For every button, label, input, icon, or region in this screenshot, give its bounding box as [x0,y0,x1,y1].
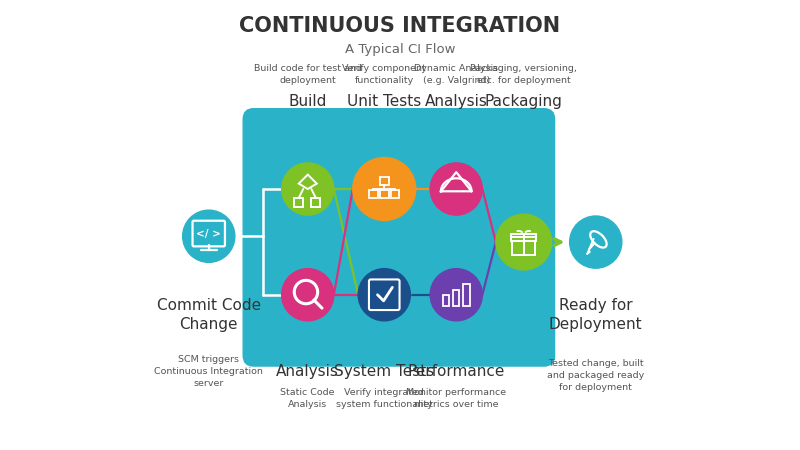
Text: A Typical CI Flow: A Typical CI Flow [345,43,455,56]
Bar [380,177,389,185]
Text: Build: Build [289,94,327,109]
Text: Static Code
Analysis: Static Code Analysis [281,388,335,409]
Text: Verify integrated
system functionality: Verify integrated system functionality [336,388,433,409]
Bar [311,198,320,207]
Circle shape [358,269,410,321]
Text: Monitor performance
metrics over time: Monitor performance metrics over time [406,388,506,409]
Text: Analysis: Analysis [425,94,488,109]
Bar [512,241,535,256]
Text: Ready for
Deployment: Ready for Deployment [549,298,642,332]
Text: Analysis: Analysis [276,364,339,379]
Text: Performance: Performance [407,364,505,379]
Text: Unit Tests: Unit Tests [347,94,422,109]
Text: Build code for test and
deployment: Build code for test and deployment [254,64,362,85]
Circle shape [496,214,552,270]
Circle shape [182,210,235,262]
Text: Tested change, built
and packaged ready
for deployment: Tested change, built and packaged ready … [547,360,644,392]
Bar [453,290,459,306]
Text: Commit Code
Change: Commit Code Change [157,298,261,332]
Circle shape [430,163,482,215]
Text: SCM triggers
Continuous Integration
server: SCM triggers Continuous Integration serv… [154,355,263,387]
Bar [511,234,536,241]
Circle shape [282,269,334,321]
Bar [463,284,470,306]
Text: System Tests: System Tests [334,364,434,379]
Text: Packaging, versioning,
etc. for deployment: Packaging, versioning, etc. for deployme… [470,64,577,85]
Text: Verify component
functionality: Verify component functionality [342,64,426,85]
FancyBboxPatch shape [242,108,555,367]
Text: Packaging: Packaging [485,94,562,109]
Text: CONTINUOUS INTEGRATION: CONTINUOUS INTEGRATION [239,16,561,36]
Bar [369,190,378,198]
Circle shape [353,158,416,220]
Bar [443,296,450,306]
Bar [390,190,399,198]
Bar [380,190,389,198]
Bar [294,198,303,207]
Circle shape [430,269,482,321]
Circle shape [570,216,622,268]
Text: </ >: </ > [196,229,221,238]
Circle shape [282,163,334,215]
Text: Dynamic Analysis
(e.g. Valgrind): Dynamic Analysis (e.g. Valgrind) [414,64,498,85]
